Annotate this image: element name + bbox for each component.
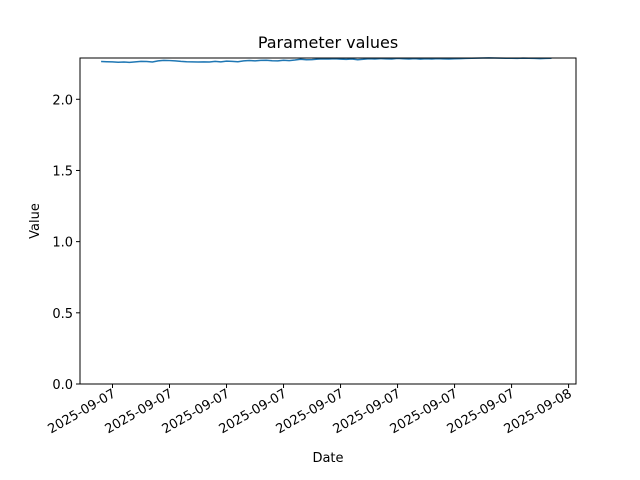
- y-tick-label: 1.0: [52, 236, 73, 251]
- y-tick-label: 1.5: [52, 164, 73, 179]
- y-tick-label: 0.5: [52, 307, 73, 322]
- plot-frame: [79, 57, 577, 385]
- chart-title: Parameter values: [258, 33, 398, 52]
- y-tick-label: 0.0: [52, 378, 73, 393]
- y-tick-label: 2.0: [52, 93, 73, 108]
- data-line: [101, 57, 552, 64]
- x-axis-label: Date: [312, 451, 343, 466]
- y-axis-label: Value: [28, 203, 43, 239]
